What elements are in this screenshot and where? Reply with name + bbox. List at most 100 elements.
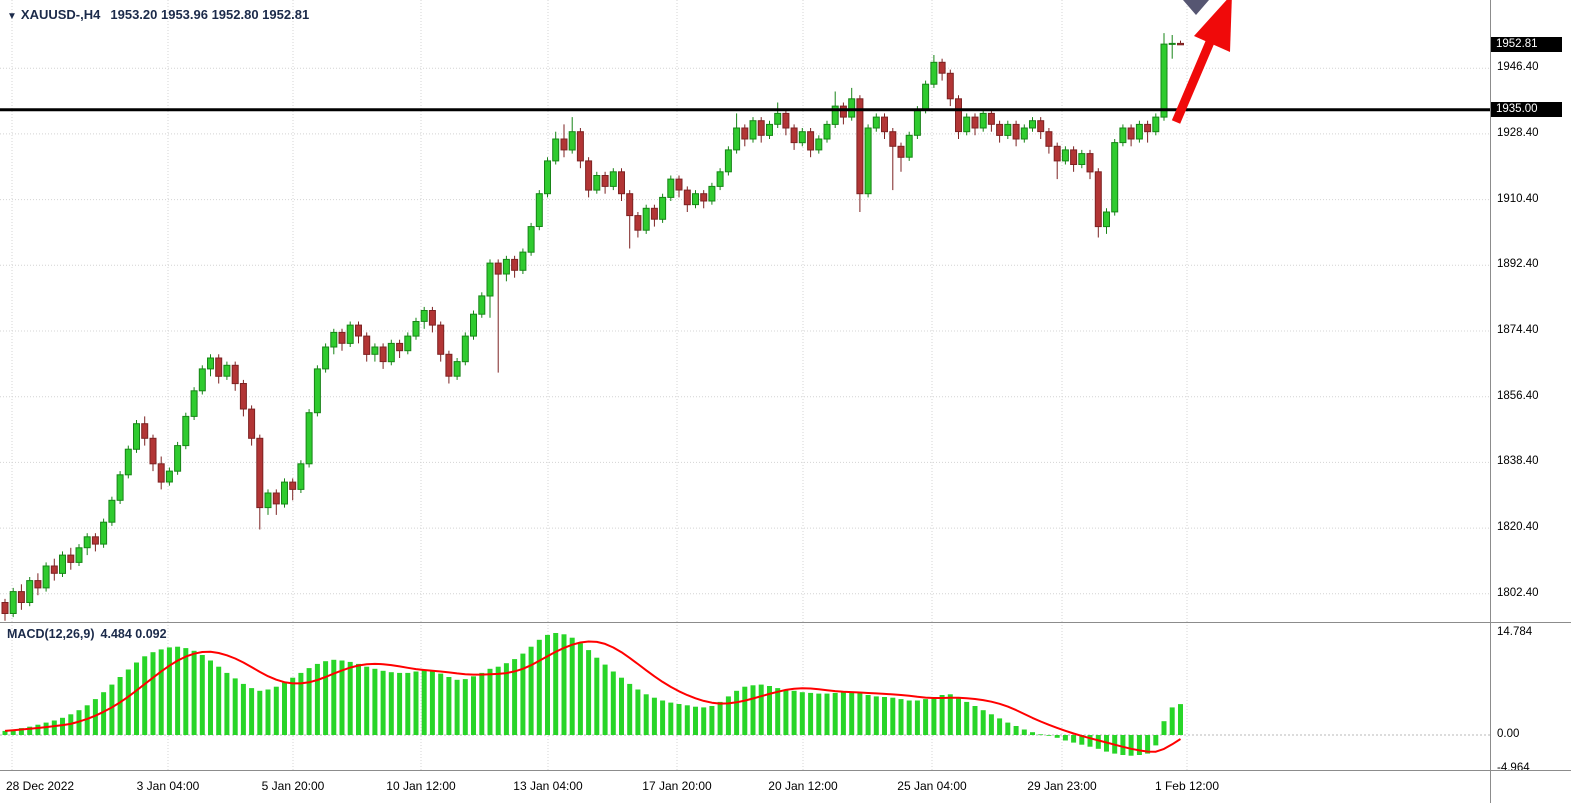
candle-body xyxy=(75,547,83,563)
macd-bar xyxy=(125,669,131,735)
candle-body xyxy=(305,412,313,465)
macd-indicator-pane[interactable] xyxy=(0,622,1490,770)
symbol-dropdown-icon[interactable]: ▼ xyxy=(7,11,17,22)
price-axis-separator xyxy=(1490,0,1491,803)
macd-bar xyxy=(380,670,386,735)
candle-body xyxy=(1070,149,1078,165)
macd-values-label: 4.484 0.092 xyxy=(100,627,167,641)
candle-body xyxy=(683,189,691,206)
macd-bar xyxy=(388,672,394,735)
time-tick-label: 3 Jan 04:00 xyxy=(136,779,200,793)
macd-bar xyxy=(323,661,329,735)
candle-body xyxy=(585,160,593,191)
macd-bar xyxy=(734,690,740,735)
price-tick-label: 1802.40 xyxy=(1497,586,1539,599)
hline-price-badge: 1935.00 xyxy=(1491,101,1562,117)
macd-bar xyxy=(150,652,156,735)
candle-body xyxy=(831,105,839,125)
candle-body xyxy=(256,437,264,509)
candle-body xyxy=(1103,211,1110,228)
candle-body xyxy=(124,448,132,476)
candle-body xyxy=(437,324,445,355)
candle-body xyxy=(848,98,856,118)
candle-body xyxy=(601,175,609,187)
price-chart-pane[interactable] xyxy=(0,0,1490,622)
candle-body xyxy=(1119,127,1127,144)
macd-bar xyxy=(643,694,649,735)
macd-bar xyxy=(183,648,189,735)
macd-bar xyxy=(783,689,789,735)
candle-body xyxy=(626,193,634,217)
time-tick-label: 28 Dec 2022 xyxy=(6,779,75,793)
trend-arrow-head[interactable] xyxy=(1194,0,1232,52)
candle-body xyxy=(1020,127,1028,140)
candle-body xyxy=(1160,43,1168,118)
macd-bar xyxy=(18,728,24,735)
macd-bar xyxy=(487,668,493,735)
candle-body xyxy=(946,72,954,100)
macd-bar xyxy=(857,692,863,735)
trend-arrow-shaft[interactable] xyxy=(1171,40,1215,124)
macd-bar xyxy=(134,662,139,735)
macd-bar xyxy=(816,693,822,735)
macd-bar xyxy=(799,692,805,735)
macd-bar xyxy=(298,672,304,735)
macd-bar xyxy=(109,684,115,735)
candle-body xyxy=(346,324,354,344)
macd-bar xyxy=(331,659,337,735)
candle-body xyxy=(708,185,716,202)
macd-bar xyxy=(158,649,164,735)
macd-bar xyxy=(166,647,172,735)
candle-body xyxy=(807,131,815,151)
candle-body xyxy=(404,335,412,352)
macd-bar xyxy=(635,689,641,735)
macd-bar xyxy=(832,692,838,735)
candle-body xyxy=(149,437,157,465)
candle-body xyxy=(297,463,305,490)
candle-body xyxy=(1127,127,1135,140)
candle-body xyxy=(692,193,699,206)
macd-bar xyxy=(199,655,205,735)
macd-bar xyxy=(224,672,230,735)
macd-bar xyxy=(577,643,583,735)
candle-body xyxy=(330,331,338,348)
candle-body xyxy=(355,324,362,337)
candle-body xyxy=(412,321,420,337)
candle-body xyxy=(1053,145,1061,162)
macd-bar xyxy=(1054,735,1060,738)
macd-bar xyxy=(191,650,197,735)
ohlc-values-label: 1953.20 1953.96 1952.80 1952.81 xyxy=(110,7,310,22)
macd-bar xyxy=(265,689,271,735)
candle-body xyxy=(979,112,987,129)
candle-body xyxy=(190,390,198,417)
macd-bar xyxy=(364,666,370,735)
macd-bar xyxy=(282,682,287,735)
candle-body xyxy=(420,310,428,322)
macd-bar xyxy=(512,659,518,735)
candle-body xyxy=(897,145,905,158)
macd-bar xyxy=(717,701,723,735)
candle-body xyxy=(17,591,25,603)
price-tick-label: 1928.40 xyxy=(1497,126,1539,139)
macd-bar xyxy=(988,714,994,735)
price-tick-label: 1820.40 xyxy=(1497,521,1539,534)
candle-body xyxy=(839,105,847,118)
macd-bar xyxy=(503,663,509,735)
candle-body xyxy=(198,368,206,392)
macd-bar xyxy=(964,701,970,735)
macd-bar xyxy=(914,700,920,735)
candle-body xyxy=(913,109,921,136)
macd-bar xyxy=(610,671,616,735)
candle-body xyxy=(9,591,17,614)
candle-body xyxy=(724,149,732,173)
candle-body xyxy=(568,131,576,151)
candle-body xyxy=(108,499,116,523)
candle-body xyxy=(133,423,140,450)
macd-bar xyxy=(1178,704,1183,735)
candle-body xyxy=(955,98,962,133)
macd-bar xyxy=(43,722,49,735)
candle-body xyxy=(1004,123,1012,136)
macd-bar xyxy=(898,699,904,735)
macd-bar xyxy=(413,671,419,735)
candle-body xyxy=(231,364,239,385)
